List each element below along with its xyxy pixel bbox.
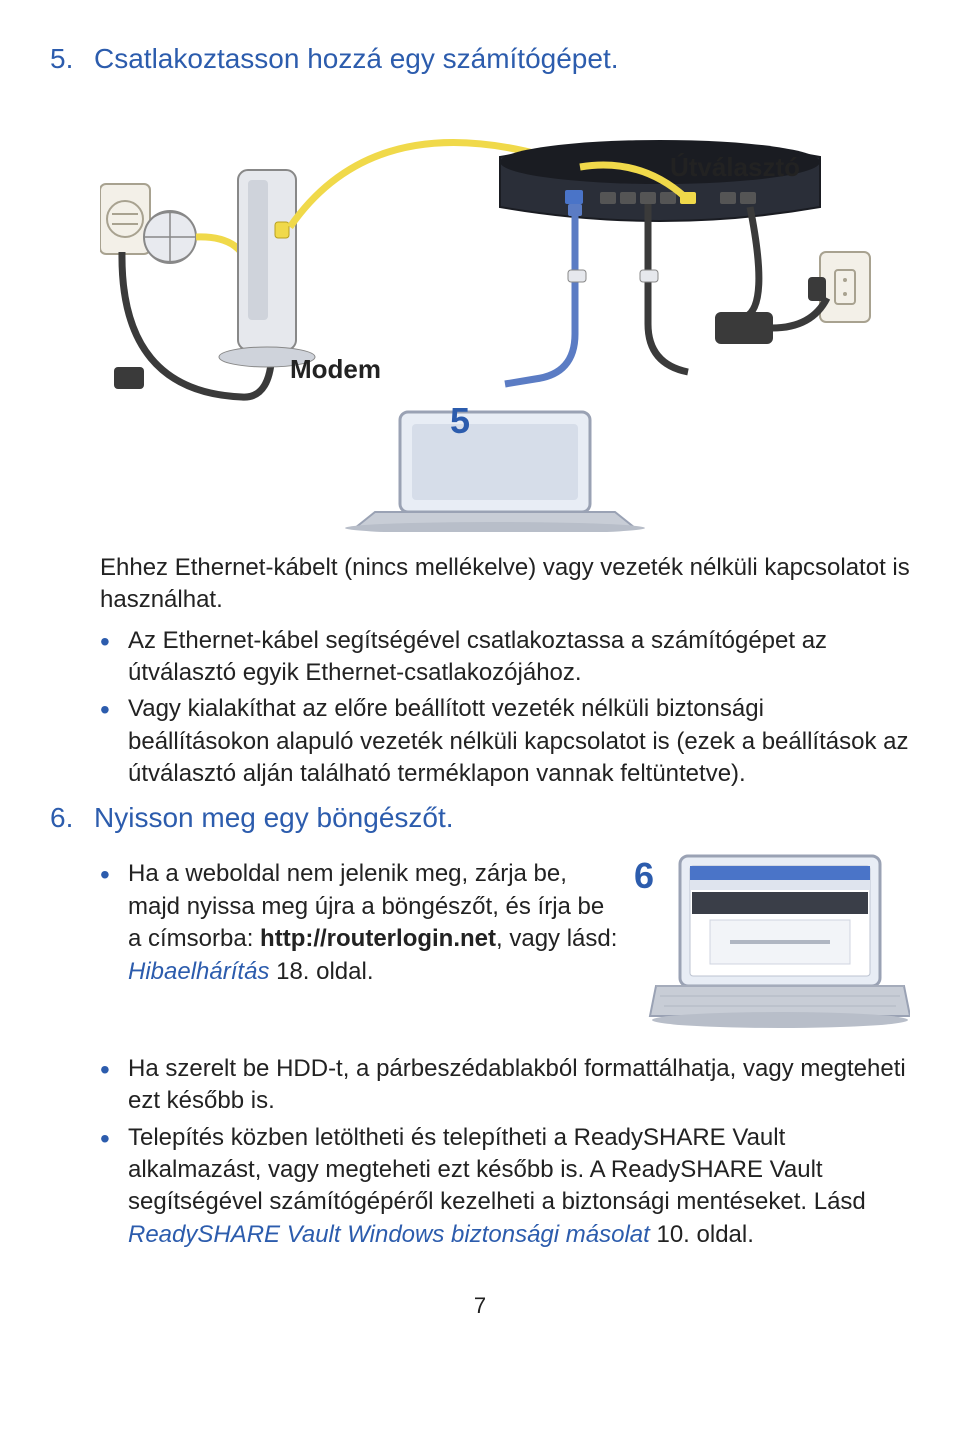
page-number: 7 (50, 1291, 910, 1321)
connection-diagram: Útválasztó Modem 5 (100, 92, 880, 532)
label-router: Útválasztó (670, 150, 800, 185)
step6-number: 6. (50, 799, 94, 837)
step6-bullets-rest: Ha szerelt be HDD-t, a párbeszédablakból… (100, 1053, 910, 1251)
step6-b1-post: 18. oldal. (269, 958, 373, 985)
step5-title: Csatlakoztasson hozzá egy számítógépet. (94, 40, 619, 78)
step6-bullets-top: Ha a weboldal nem jelenik meg, zárja be,… (100, 858, 622, 988)
step6-b1-link: Hibaelhárítás (128, 958, 269, 985)
step6-b3-pre: Telepítés közben letöltheti és telepíthe… (128, 1124, 866, 1216)
label-modem: Modem (290, 352, 381, 387)
label-five: 5 (450, 397, 470, 446)
step5-bullets: Az Ethernet-kábel segítségével csatlakoz… (100, 625, 910, 791)
step6-b3-post: 10. oldal. (650, 1221, 754, 1248)
step6-bullet-1: Ha a weboldal nem jelenik meg, zárja be,… (100, 858, 622, 988)
step6-bullet-2: Ha szerelt be HDD-t, a párbeszédablakból… (100, 1053, 910, 1118)
step6-header: 6. Nyisson meg egy böngészőt. (50, 799, 910, 837)
step5-header: 5. Csatlakoztasson hozzá egy számítógépe… (50, 40, 910, 78)
step6-title: Nyisson meg egy böngészőt. (94, 799, 454, 837)
step5-body: Ehhez Ethernet-kábelt (nincs mellékelve)… (100, 552, 910, 791)
step6-laptop-svg (640, 850, 910, 1035)
step5-number: 5. (50, 40, 94, 78)
step6-b1-mid: , vagy lásd: (496, 925, 617, 952)
label-six: 6 (634, 852, 654, 901)
step6-bullet-3: Telepítés közben letöltheti és telepíthe… (100, 1122, 910, 1252)
step5-bullet-2: Vagy kialakíthat az előre beállított vez… (100, 693, 910, 790)
step6-b1-url: http://routerlogin.net (260, 925, 496, 952)
step5-intro: Ehhez Ethernet-kábelt (nincs mellékelve)… (100, 552, 910, 617)
step6-b3-link: ReadySHARE Vault Windows biztonsági máso… (128, 1221, 650, 1248)
step5-bullet-1: Az Ethernet-kábel segítségével csatlakoz… (100, 625, 910, 690)
step6-laptop-figure: 6 (640, 850, 910, 1044)
step6-body: Ha a weboldal nem jelenik meg, zárja be,… (100, 850, 910, 1251)
